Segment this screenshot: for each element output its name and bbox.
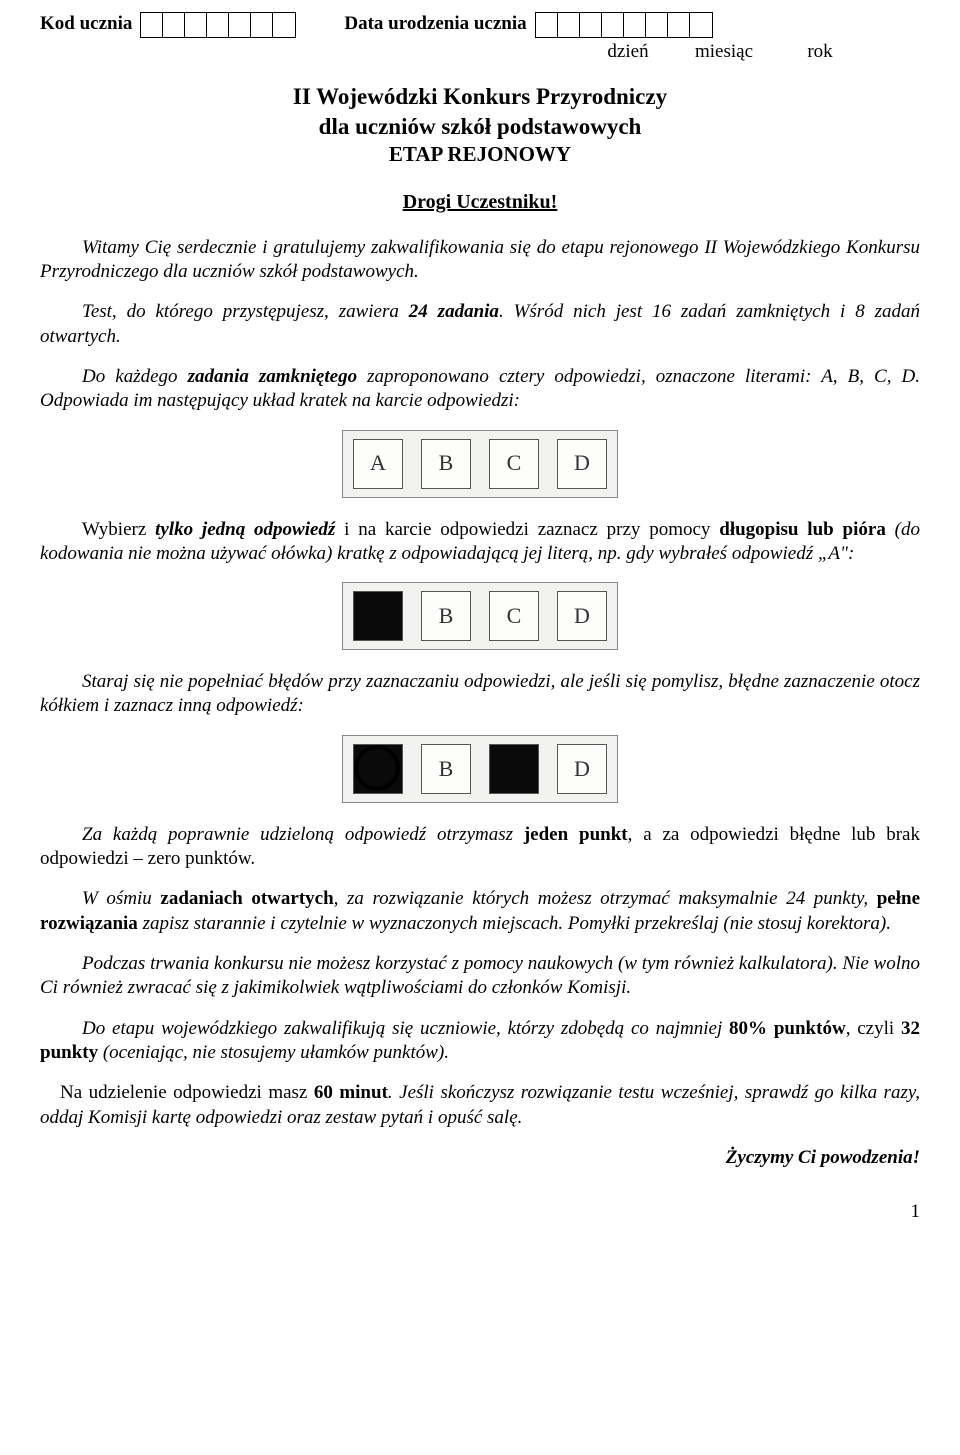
answer-option-box: B bbox=[421, 591, 471, 641]
closing: Życzymy Ci powodzenia! bbox=[40, 1146, 920, 1170]
input-cell[interactable] bbox=[207, 13, 229, 37]
sub-year: rok bbox=[772, 40, 868, 64]
answer-option-box: C bbox=[489, 591, 539, 641]
title-line3: ETAP REJONOWY bbox=[40, 141, 920, 168]
para-8: Podczas trwania konkursu nie możesz korz… bbox=[40, 952, 920, 1001]
para-4: Wybierz tylko jedną odpowiedź i na karci… bbox=[40, 518, 920, 567]
answer-option-box: B bbox=[421, 439, 471, 489]
input-cell[interactable] bbox=[141, 13, 163, 37]
answer-option-box: D bbox=[557, 591, 607, 641]
header-row: Kod ucznia Data urodzenia ucznia bbox=[40, 12, 920, 38]
input-cell[interactable] bbox=[602, 13, 624, 37]
code-boxes[interactable] bbox=[140, 12, 296, 38]
para-9: Do etapu wojewódzkiego zakwalifikują się… bbox=[40, 1017, 920, 1066]
input-cell[interactable] bbox=[668, 13, 690, 37]
para-5: Staraj się nie popełniać błędów przy zaz… bbox=[40, 670, 920, 719]
input-cell[interactable] bbox=[229, 13, 251, 37]
dob-boxes[interactable] bbox=[535, 12, 713, 38]
para-10: Na udzielenie odpowiedzi masz 60 minut. … bbox=[40, 1081, 920, 1130]
para-7: W ośmiu zadaniach otwartych, za rozwiąza… bbox=[40, 887, 920, 936]
title-block: II Wojewódzki Konkurs Przyrodniczy dla u… bbox=[40, 82, 920, 168]
answer-figure-2: BCD bbox=[40, 582, 920, 650]
input-cell[interactable] bbox=[273, 13, 295, 37]
dob-sublabels: dzień miesiąc rok bbox=[580, 40, 920, 64]
input-cell[interactable] bbox=[251, 13, 273, 37]
sub-month: miesiąc bbox=[676, 40, 772, 64]
code-label: Kod ucznia bbox=[40, 12, 132, 36]
title-line2: dla uczniów szkół podstawowych bbox=[40, 112, 920, 141]
para-6: Za każdą poprawnie udzieloną odpowiedź o… bbox=[40, 823, 920, 872]
answer-option-box bbox=[489, 744, 539, 794]
answer-option-box: A bbox=[353, 439, 403, 489]
answer-option-box bbox=[353, 744, 403, 794]
answer-figure-3: BD bbox=[40, 735, 920, 803]
dob-label: Data urodzenia ucznia bbox=[344, 12, 526, 36]
input-cell[interactable] bbox=[558, 13, 580, 37]
answer-option-box bbox=[353, 591, 403, 641]
input-cell[interactable] bbox=[185, 13, 207, 37]
para-1: Witamy Cię serdecznie i gratulujemy zakw… bbox=[40, 236, 920, 285]
answer-option-box: B bbox=[421, 744, 471, 794]
input-cell[interactable] bbox=[536, 13, 558, 37]
input-cell[interactable] bbox=[163, 13, 185, 37]
greeting: Drogi Uczestniku! bbox=[40, 190, 920, 216]
title-line1: II Wojewódzki Konkurs Przyrodniczy bbox=[40, 82, 920, 111]
answer-option-box: D bbox=[557, 744, 607, 794]
sub-day: dzień bbox=[580, 40, 676, 64]
page-number: 1 bbox=[40, 1200, 920, 1224]
para-3: Do każdego zadania zamkniętego zapropono… bbox=[40, 365, 920, 414]
answer-figure-1: ABCD bbox=[40, 430, 920, 498]
answer-option-box: D bbox=[557, 439, 607, 489]
input-cell[interactable] bbox=[690, 13, 712, 37]
para-2: Test, do którego przystępujesz, zawiera … bbox=[40, 300, 920, 349]
input-cell[interactable] bbox=[624, 13, 646, 37]
input-cell[interactable] bbox=[580, 13, 602, 37]
input-cell[interactable] bbox=[646, 13, 668, 37]
answer-option-box: C bbox=[489, 439, 539, 489]
